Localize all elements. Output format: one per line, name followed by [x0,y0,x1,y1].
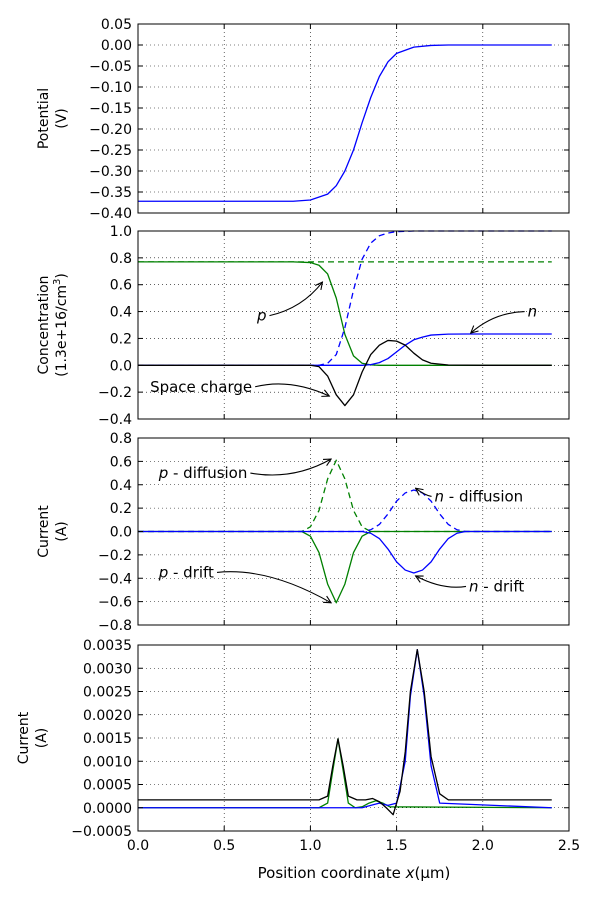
annotation-arrow [416,488,432,497]
y-tick-label: 0.0005 [83,778,132,794]
y-tick-label: −0.4 [98,412,132,428]
annotation-arrow [269,282,322,317]
y-tick-label: 0.4 [110,305,132,321]
panel-2: 1.0 0.8 0.6 0.4 0.2 0.0 −0.2 −0.4 Concentration(… [36,224,570,428]
series-line-3 [138,649,552,816]
x-tick-label: 2.5 [558,838,580,854]
annotation-label: n [528,303,538,321]
y-tick-label: 0.2 [110,501,132,517]
y-tick-label: 0.4 [110,478,132,494]
y-tick-label: −0.0005 [71,824,132,840]
y-tick-label: 0.2 [110,331,132,347]
series-line-4 [138,530,552,574]
y-tick-label: 0.0 [110,358,132,374]
y-tick-label: −0.05 [89,59,132,75]
x-tick-label: 0.0 [127,838,149,854]
y-tick-label: −0.35 [89,185,132,201]
annotation-arrow [471,311,525,333]
y-tick-label: 0.00 [101,38,132,54]
y-tick-label: −0.10 [89,80,132,96]
y-tick-label: −0.15 [89,101,132,117]
panel-3: 0.8 0.6 0.4 0.2 0.0 −0.2 −0.4 −0.6 −0.8 Current (A… [36,431,570,634]
series-line-4 [138,333,552,366]
annotation-label: n - diffusion [435,487,524,505]
annotation-label: Space charge [150,378,252,396]
y-axis-label: Concentration (1.3e+16/cm3) [36,273,70,377]
y-tick-label: 0.0015 [83,731,132,747]
y-tick-label: −0.4 [98,571,132,587]
series-line-5 [138,339,552,407]
y-axis-label: Current (A) [16,711,50,764]
annotation-arrow [416,576,467,588]
series-line-1 [138,459,552,533]
y-tick-label: 0.0020 [83,708,132,724]
series-line-3 [138,230,552,366]
x-tick-label: 2.0 [472,838,494,854]
y-tick-label: 0.0035 [83,638,132,654]
y-tick-label: 0.05 [101,17,132,33]
panel-1: 0.05 0.00 −0.05 −0.10 −0.15 −0.20 −0.25 −0.30 −0… [36,17,570,222]
panel-4: 0.00350.00300.00250.00200.00150.00100.00… [16,638,580,854]
y-axis-label: Current (A) [36,505,70,558]
axes-frame [137,23,570,214]
y-tick-label: −0.6 [98,595,132,611]
series-line-2 [138,649,552,809]
y-tick-label: −0.20 [89,122,132,138]
annotation-arrow [216,571,331,603]
y-tick-label: 1.0 [110,224,132,240]
series-line-1 [138,261,552,366]
y-axis-label: Potential (V) [36,88,70,149]
series-line-1 [138,44,552,202]
y-tick-label: 0.0030 [83,661,132,677]
x-tick-label: 0.5 [213,838,235,854]
annotation-label: p [256,307,267,325]
y-tick-label: 0.6 [110,454,132,470]
x-axis-label: Position coordinate x(μm) [258,864,451,882]
series-line-1 [138,738,552,809]
y-tick-label: 0.0010 [83,754,132,770]
annotation-label: p - diffusion [158,464,248,482]
y-tick-label: 0.0025 [83,685,132,701]
y-tick-label: 0.6 [110,278,132,294]
x-tick-label: 1.0 [299,838,321,854]
annotation-label: n - drift [469,577,524,595]
x-tick-label: 1.5 [385,838,407,854]
y-tick-label: 0.8 [110,431,132,447]
y-tick-label: −0.30 [89,164,132,180]
y-tick-label: −0.2 [98,548,132,564]
series-line-3 [138,489,552,533]
axes-frame [137,230,570,420]
annotation-arrow [255,383,329,396]
y-tick-label: −0.40 [89,206,132,222]
series-line-2 [138,530,552,604]
y-tick-label: −0.8 [98,618,132,634]
annotation-label: p - drift [158,563,214,581]
y-tick-label: −0.25 [89,143,132,159]
y-tick-label: 0.0 [110,525,132,541]
y-tick-label: −0.2 [98,385,132,401]
y-tick-label: 0.0000 [83,801,132,817]
annotation-arrow [250,459,331,476]
y-tick-label: 0.8 [110,251,132,267]
